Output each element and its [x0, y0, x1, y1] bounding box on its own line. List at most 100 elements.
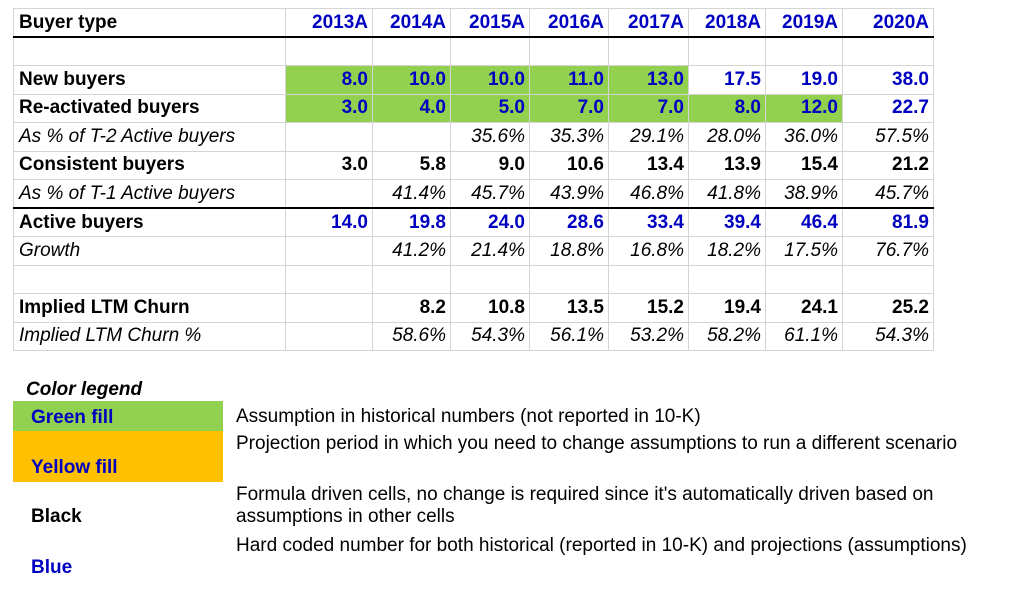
- cell[interactable]: 3.0: [285, 150, 373, 180]
- cell[interactable]: 38.9%: [765, 179, 843, 209]
- cell[interactable]: [608, 36, 689, 66]
- cell[interactable]: [450, 36, 530, 66]
- row-label[interactable]: As % of T-1 Active buyers: [13, 179, 286, 209]
- cell[interactable]: 16.8%: [608, 236, 689, 266]
- cell[interactable]: 8.0: [688, 93, 766, 123]
- cell[interactable]: 15.4: [765, 150, 843, 180]
- cell[interactable]: 19.4: [688, 293, 766, 323]
- row-label[interactable]: Implied LTM Churn %: [13, 321, 286, 351]
- cell[interactable]: 41.2%: [372, 236, 451, 266]
- cell[interactable]: [285, 293, 373, 323]
- cell[interactable]: [13, 264, 286, 294]
- cell[interactable]: [13, 36, 286, 66]
- cell[interactable]: 5.8: [372, 150, 451, 180]
- row-label[interactable]: Consistent buyers: [13, 150, 286, 180]
- cell[interactable]: 43.9%: [529, 179, 609, 209]
- row-label[interactable]: As % of T-2 Active buyers: [13, 122, 286, 152]
- row-label[interactable]: Active buyers: [13, 207, 286, 237]
- cell[interactable]: [372, 122, 451, 152]
- cell[interactable]: 8.2: [372, 293, 451, 323]
- cell[interactable]: [285, 321, 373, 351]
- cell[interactable]: 17.5: [688, 65, 766, 95]
- cell[interactable]: 24.1: [765, 293, 843, 323]
- cell[interactable]: [842, 264, 934, 294]
- cell[interactable]: 25.2: [842, 293, 934, 323]
- cell[interactable]: 10.8: [450, 293, 530, 323]
- cell[interactable]: 53.2%: [608, 321, 689, 351]
- cell[interactable]: 18.8%: [529, 236, 609, 266]
- cell[interactable]: 12.0: [765, 93, 843, 123]
- cell[interactable]: 35.6%: [450, 122, 530, 152]
- row-label[interactable]: New buyers: [13, 65, 286, 95]
- cell[interactable]: [765, 36, 843, 66]
- cell[interactable]: 36.0%: [765, 122, 843, 152]
- year-header[interactable]: 2018A: [688, 8, 766, 38]
- cell[interactable]: 10.0: [450, 65, 530, 95]
- cell[interactable]: 7.0: [608, 93, 689, 123]
- cell[interactable]: 76.7%: [842, 236, 934, 266]
- cell[interactable]: 8.0: [285, 65, 373, 95]
- cell[interactable]: 81.9: [842, 207, 934, 237]
- cell[interactable]: 21.4%: [450, 236, 530, 266]
- cell[interactable]: 28.6: [529, 207, 609, 237]
- cell[interactable]: 46.4: [765, 207, 843, 237]
- cell[interactable]: [529, 264, 609, 294]
- cell[interactable]: 35.3%: [529, 122, 609, 152]
- cell[interactable]: 18.2%: [688, 236, 766, 266]
- cell[interactable]: 13.4: [608, 150, 689, 180]
- year-header[interactable]: 2019A: [765, 8, 843, 38]
- cell[interactable]: 7.0: [529, 93, 609, 123]
- cell[interactable]: [285, 36, 373, 66]
- cell[interactable]: [842, 36, 934, 66]
- year-header[interactable]: 2014A: [372, 8, 451, 38]
- cell[interactable]: [765, 264, 843, 294]
- year-header[interactable]: 2017A: [608, 8, 689, 38]
- cell[interactable]: [372, 36, 451, 66]
- cell[interactable]: [608, 264, 689, 294]
- cell[interactable]: 13.5: [529, 293, 609, 323]
- cell[interactable]: 13.9: [688, 150, 766, 180]
- cell[interactable]: [450, 264, 530, 294]
- cell[interactable]: 10.6: [529, 150, 609, 180]
- cell[interactable]: 54.3%: [842, 321, 934, 351]
- cell[interactable]: 46.8%: [608, 179, 689, 209]
- cell[interactable]: 28.0%: [688, 122, 766, 152]
- cell[interactable]: 4.0: [372, 93, 451, 123]
- cell[interactable]: 57.5%: [842, 122, 934, 152]
- cell[interactable]: 38.0: [842, 65, 934, 95]
- year-header[interactable]: 2015A: [450, 8, 530, 38]
- year-header[interactable]: 2013A: [285, 8, 373, 38]
- cell[interactable]: 58.2%: [688, 321, 766, 351]
- cell[interactable]: 22.7: [842, 93, 934, 123]
- cell[interactable]: 54.3%: [450, 321, 530, 351]
- cell[interactable]: 29.1%: [608, 122, 689, 152]
- cell[interactable]: [285, 179, 373, 209]
- row-label[interactable]: Implied LTM Churn: [13, 293, 286, 323]
- cell[interactable]: [285, 122, 373, 152]
- cell[interactable]: [372, 264, 451, 294]
- row-label[interactable]: Re-activated buyers: [13, 93, 286, 123]
- cell[interactable]: 9.0: [450, 150, 530, 180]
- cell[interactable]: 19.8: [372, 207, 451, 237]
- cell[interactable]: 10.0: [372, 65, 451, 95]
- cell[interactable]: 3.0: [285, 93, 373, 123]
- year-header[interactable]: 2016A: [529, 8, 609, 38]
- cell[interactable]: 21.2: [842, 150, 934, 180]
- cell[interactable]: [285, 236, 373, 266]
- cell[interactable]: 19.0: [765, 65, 843, 95]
- cell[interactable]: 41.8%: [688, 179, 766, 209]
- cell[interactable]: 13.0: [608, 65, 689, 95]
- cell[interactable]: [529, 36, 609, 66]
- cell[interactable]: 17.5%: [765, 236, 843, 266]
- cell[interactable]: 24.0: [450, 207, 530, 237]
- cell[interactable]: 61.1%: [765, 321, 843, 351]
- cell[interactable]: [688, 264, 766, 294]
- cell[interactable]: 39.4: [688, 207, 766, 237]
- cell[interactable]: 56.1%: [529, 321, 609, 351]
- cell[interactable]: 45.7%: [450, 179, 530, 209]
- year-header[interactable]: 2020A: [842, 8, 934, 38]
- row-label[interactable]: Growth: [13, 236, 286, 266]
- cell[interactable]: 5.0: [450, 93, 530, 123]
- cell[interactable]: 14.0: [285, 207, 373, 237]
- cell[interactable]: 41.4%: [372, 179, 451, 209]
